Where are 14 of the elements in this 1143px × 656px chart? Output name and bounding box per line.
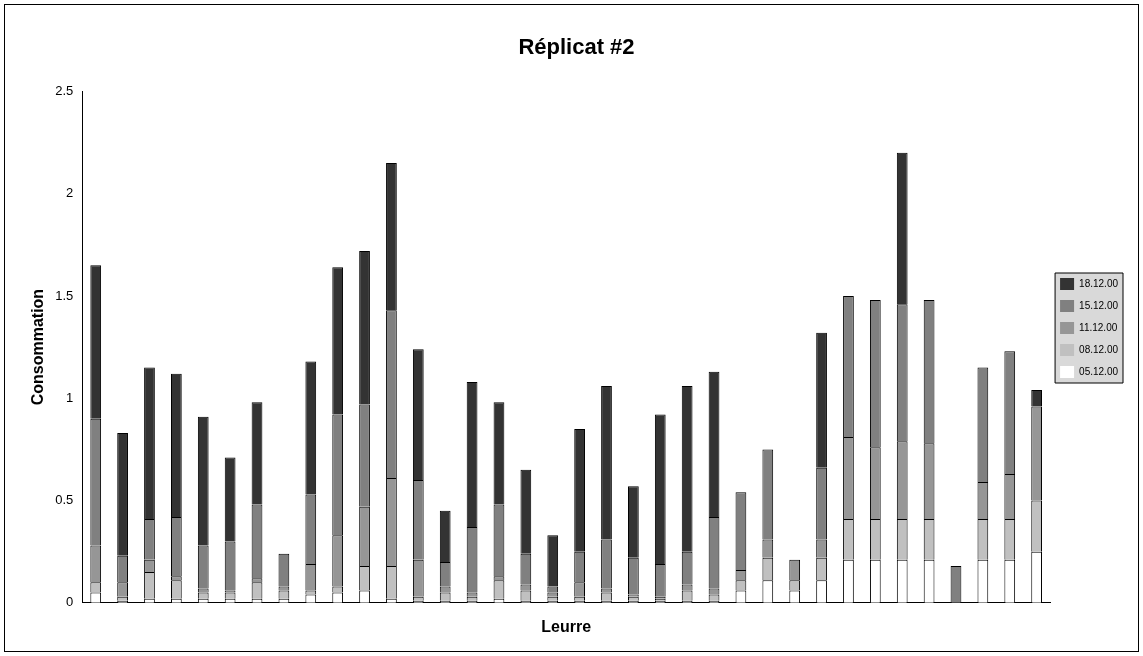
y-tick-label: 2.5 bbox=[55, 82, 74, 98]
chart-title: Réplicat #2 bbox=[518, 34, 635, 60]
y-tick-label: 0 bbox=[66, 594, 74, 610]
y-tick-label: 2 bbox=[66, 185, 74, 201]
legend-label: 11.12.00 bbox=[1079, 321, 1118, 333]
legend-label: 15.12.00 bbox=[1079, 299, 1119, 311]
legend-label: 08.12.00 bbox=[1079, 343, 1119, 355]
x-axis-title: Leurre bbox=[541, 617, 592, 635]
legend-label: 18.12.00 bbox=[1079, 277, 1119, 289]
legend-label: 05.12.00 bbox=[1079, 365, 1119, 377]
y-tick-label: 1 bbox=[66, 389, 74, 405]
y-tick-label: 0.5 bbox=[55, 492, 74, 508]
y-axis-title: Consommation bbox=[29, 288, 47, 406]
y-tick-label: 1.5 bbox=[55, 287, 74, 303]
